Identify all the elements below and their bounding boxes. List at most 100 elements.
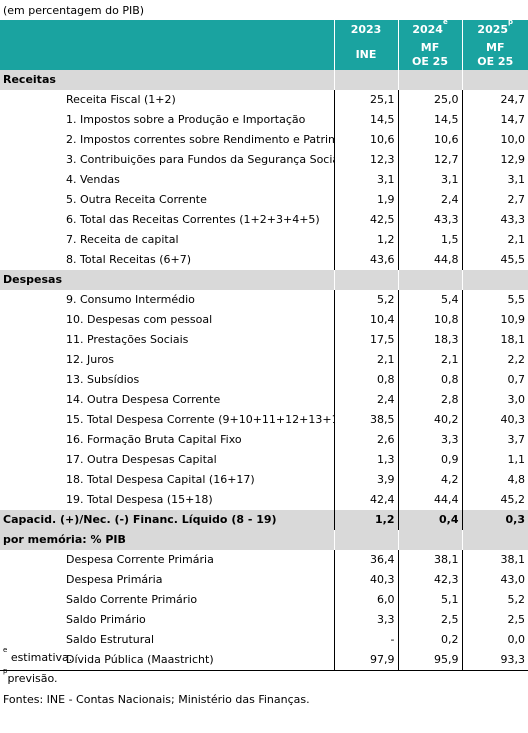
table-row: Saldo Corrente Primário 6,0 5,1 5,2: [0, 590, 528, 610]
row-label: Capacid. (+)/Nec. (-) Financ. Líquido (8…: [0, 510, 334, 530]
row-value: 38,5: [333, 410, 398, 430]
table-row: 7. Receita de capital 1,2 1,5 2,1: [0, 230, 528, 250]
row-value: 2,7: [461, 190, 528, 210]
row-value: 12,3: [333, 150, 398, 170]
row-value: 42,5: [333, 210, 398, 230]
row-value: 42,4: [333, 490, 398, 510]
table-row: 4. Vendas 3,1 3,1 3,1: [0, 170, 528, 190]
row-value: 2,5: [397, 610, 462, 630]
row-value: 2,6: [333, 430, 398, 450]
row-value: 43,0: [461, 570, 528, 590]
row-label: 4. Vendas: [66, 173, 120, 186]
row-value: 1,5: [397, 230, 462, 250]
row-value: 93,3: [461, 650, 528, 671]
row-value: 3,1: [333, 170, 398, 190]
row-value: 1,9: [333, 190, 398, 210]
row-value: 40,3: [461, 410, 528, 430]
table-row: 8. Total Receitas (6+7) 43,6 44,8 45,5: [0, 250, 528, 270]
table-row: Receita Fiscal (1+2) 25,1 25,0 24,7: [0, 90, 528, 110]
row-value: 43,6: [333, 250, 398, 270]
section-memoria: por memória: % PIB: [0, 530, 528, 550]
header-blank-2: [0, 40, 334, 70]
row-value: 3,1: [461, 170, 528, 190]
row-value: -: [333, 630, 398, 650]
row-value: 24,7: [461, 90, 528, 110]
table-row: 9. Consumo Intermédio 5,2 5,4 5,5: [0, 290, 528, 310]
header-blank: [0, 20, 334, 40]
row-value: 25,0: [397, 90, 462, 110]
row-label: Saldo Primário: [66, 613, 146, 626]
row-label: 15. Total Despesa Corrente (9+10+11+12+1…: [66, 413, 334, 426]
row-value: 45,2: [461, 490, 528, 510]
row-value: 5,2: [461, 590, 528, 610]
header-year-2024: 2024e: [397, 20, 462, 40]
section-despesas: Despesas: [0, 270, 528, 290]
row-label: 10. Despesas com pessoal: [66, 313, 213, 326]
row-label: 9. Consumo Intermédio: [66, 293, 195, 306]
row-value: 12,9: [461, 150, 528, 170]
header-source-2024: MF OE 25: [397, 40, 462, 70]
row-label: 11. Prestações Sociais: [66, 333, 189, 346]
row-label: Receita Fiscal (1+2): [66, 93, 176, 106]
row-value: 0,9: [397, 450, 462, 470]
table-row: Saldo Estrutural -0,2 0,0: [0, 630, 528, 650]
table-row: 17. Outra Despesas Capital 1,3 0,9 1,1: [0, 450, 528, 470]
footnote-estimativa: e estimativa.: [3, 646, 73, 664]
row-value: 14,5: [333, 110, 398, 130]
row-label: 1. Impostos sobre a Produção e Importaçã…: [66, 113, 306, 126]
section-blank-cell: [333, 270, 398, 290]
row-value: 10,4: [333, 310, 398, 330]
row-value: 43,3: [461, 210, 528, 230]
row-value: 40,2: [397, 410, 462, 430]
row-value: 17,5: [333, 330, 398, 350]
header-source-2025: MF OE 25: [461, 40, 528, 70]
table-row: 14. Outra Despesa Corrente 2,4 2,8 3,0: [0, 390, 528, 410]
row-value: 36,4: [333, 550, 398, 570]
row-label: 12. Juros: [66, 353, 114, 366]
row-value: 2,4: [333, 390, 398, 410]
row-value: 2,1: [397, 350, 462, 370]
row-value: 2,2: [461, 350, 528, 370]
row-value: 5,4: [397, 290, 462, 310]
row-value: 3,7: [461, 430, 528, 450]
row-label: 17. Outra Despesas Capital: [66, 453, 217, 466]
row-value: 2,5: [461, 610, 528, 630]
row-label: 2. Impostos correntes sobre Rendimento e…: [66, 133, 334, 146]
row-label: Despesa Corrente Primária: [66, 553, 214, 566]
section-blank-cell: [461, 270, 528, 290]
table-row: 10. Despesas com pessoal 10,4 10,8 10,9: [0, 310, 528, 330]
table-row: Despesa Primária 40,3 42,3 43,0: [0, 570, 528, 590]
section-label: Despesas: [0, 270, 334, 290]
table-row: 15. Total Despesa Corrente (9+10+11+12+1…: [0, 410, 528, 430]
row-value: 38,1: [461, 550, 528, 570]
row-label: 7. Receita de capital: [66, 233, 179, 246]
section-receitas: Receitas: [0, 70, 528, 90]
row-value: 43,3: [397, 210, 462, 230]
row-value: 97,9: [333, 650, 398, 671]
row-value: 1,1: [461, 450, 528, 470]
row-value: 4,8: [461, 470, 528, 490]
row-value: 5,2: [333, 290, 398, 310]
row-value: 2,4: [397, 190, 462, 210]
section-label: por memória: % PIB: [0, 530, 334, 550]
row-label: 19. Total Despesa (15+18): [66, 493, 213, 506]
row-value: 0,2: [397, 630, 462, 650]
row-value: 95,9: [397, 650, 462, 671]
row-value: 3,3: [397, 430, 462, 450]
row-label: Saldo Estrutural: [66, 633, 155, 646]
row-value: 1,2: [333, 510, 398, 530]
row-value: 3,1: [397, 170, 462, 190]
row-label: 8. Total Receitas (6+7): [66, 253, 192, 266]
table-row: 18. Total Despesa Capital (16+17) 3,9 4,2 4…: [0, 470, 528, 490]
row-value: 2,1: [461, 230, 528, 250]
row-value: 0,3: [461, 510, 528, 530]
row-value: 44,4: [397, 490, 462, 510]
section-blank-cell: [397, 270, 462, 290]
row-value: 0,0: [461, 630, 528, 650]
table-row: 3. Contribuições para Fundos da Seguranç…: [0, 150, 528, 170]
row-value: 0,4: [397, 510, 462, 530]
row-label: 14. Outra Despesa Corrente: [66, 393, 221, 406]
row-label: 16. Formação Bruta Capital Fixo: [66, 433, 242, 446]
section-blank-cell: [333, 70, 398, 90]
section-blank-cell: [461, 70, 528, 90]
